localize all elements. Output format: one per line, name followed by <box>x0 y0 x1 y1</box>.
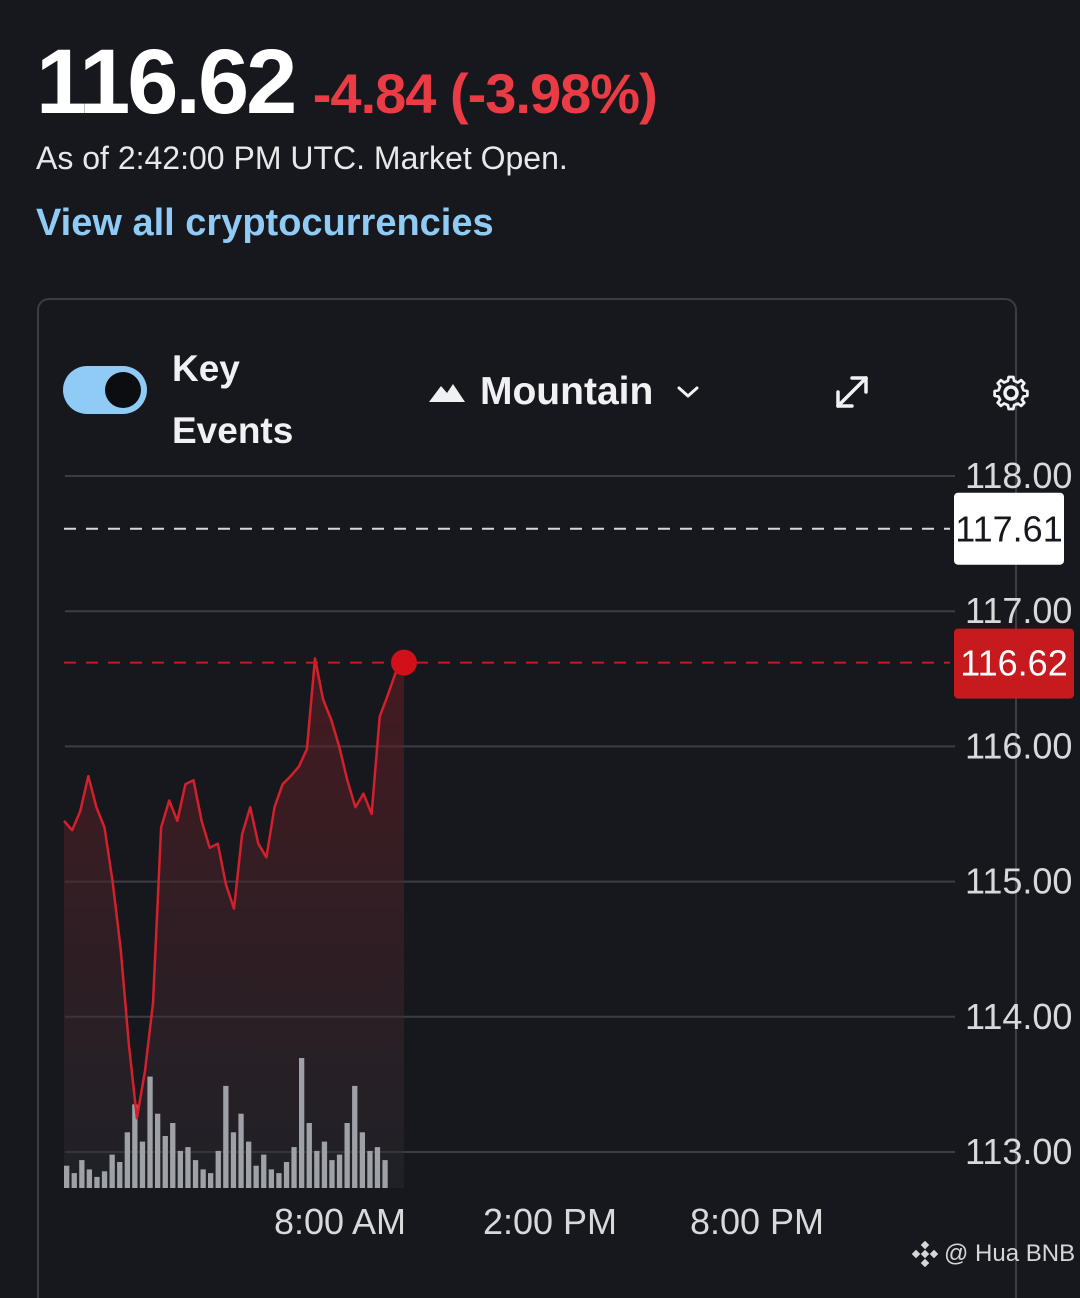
volume-bar <box>314 1150 320 1188</box>
gear-icon[interactable] <box>990 372 1032 414</box>
x-tick-label: 2:00 PM <box>483 1201 617 1242</box>
volume-bar <box>94 1176 100 1188</box>
volume-bar <box>177 1150 183 1188</box>
volume-bar <box>283 1162 290 1188</box>
volume-bar <box>367 1150 373 1188</box>
volume-bar <box>79 1160 85 1188</box>
watermark-text: @ Hua BNB <box>944 1240 1076 1267</box>
previous-close-label: 117.61 <box>955 509 1062 550</box>
toggle-knob <box>105 372 141 408</box>
x-tick-label: 8:00 PM <box>690 1201 824 1242</box>
volume-bar <box>170 1123 176 1188</box>
chart-type-dropdown[interactable]: Mountain <box>428 366 701 418</box>
volume-bar <box>344 1123 350 1188</box>
volume-bar <box>374 1147 381 1188</box>
volume-bar <box>306 1123 312 1188</box>
volume-bar <box>230 1132 237 1188</box>
volume-bar <box>124 1132 130 1188</box>
volume-bar <box>200 1169 206 1188</box>
volume-bar <box>382 1160 388 1188</box>
volume-bar <box>162 1136 168 1188</box>
mountain-icon <box>429 384 465 402</box>
volume-bar <box>223 1085 229 1188</box>
volume-bar <box>117 1162 123 1188</box>
y-tick-label: 114.00 <box>965 996 1072 1037</box>
volume-bar <box>261 1154 267 1188</box>
volume-bar <box>359 1132 365 1188</box>
volume-bar <box>109 1154 115 1188</box>
watermark: @ Hua BNB <box>912 1240 1075 1268</box>
key-events-label: Key Events <box>172 338 372 462</box>
price-area-fill <box>64 658 404 1188</box>
y-tick-label: 113.00 <box>965 1131 1072 1172</box>
y-tick-label: 115.00 <box>965 861 1072 902</box>
volume-bar <box>139 1141 146 1188</box>
volume-bar <box>192 1160 199 1188</box>
binance-logo-icon <box>912 1241 938 1267</box>
price-change: -4.84 (-3.98%) <box>312 62 658 125</box>
volume-bar <box>246 1141 252 1188</box>
y-tick-label: 116.00 <box>965 725 1072 766</box>
quote-header: 116.62 -4.84 (-3.98%) <box>36 30 658 133</box>
key-events-label-line2: Events <box>172 410 294 451</box>
volume-bar <box>238 1113 244 1188</box>
volume-bar <box>71 1173 77 1188</box>
volume-bar <box>276 1173 282 1188</box>
x-axis-ticks: 8:00 AM 2:00 PM 8:00 PM <box>274 1201 824 1242</box>
y-tick-label: 117.00 <box>965 590 1072 631</box>
expand-icon[interactable] <box>832 372 872 412</box>
volume-bar <box>132 1104 138 1188</box>
volume-bar <box>64 1165 70 1188</box>
volume-bar <box>336 1154 343 1188</box>
chart-card <box>37 298 1017 1298</box>
volume-bars <box>64 1058 388 1188</box>
volume-bar <box>208 1173 214 1188</box>
x-tick-label: 8:00 AM <box>274 1201 406 1242</box>
volume-bar <box>147 1076 153 1188</box>
volume-bar <box>299 1058 305 1188</box>
volume-bar <box>268 1169 274 1188</box>
current-price-dot <box>391 649 417 676</box>
volume-bar <box>215 1150 221 1188</box>
volume-bar <box>329 1160 335 1188</box>
volume-bar <box>352 1085 358 1188</box>
volume-bar <box>253 1165 259 1188</box>
volume-bar <box>321 1141 328 1188</box>
view-all-cryptocurrencies-link[interactable]: View all cryptocurrencies <box>36 202 494 244</box>
chevron-down-icon <box>677 386 699 398</box>
volume-bar <box>291 1147 297 1188</box>
key-events-label-line1: Key <box>172 348 240 389</box>
current-price-tag <box>954 628 1074 699</box>
volume-bar <box>101 1171 108 1188</box>
current-price-label: 116.62 <box>960 643 1067 684</box>
price-line <box>63 657 405 1120</box>
price-area <box>64 658 404 1188</box>
previous-close-tag <box>954 492 1064 565</box>
volume-bar <box>86 1169 92 1188</box>
y-tick-label: 118.00 <box>965 455 1072 496</box>
reference-lines: 117.61 116.62 <box>64 492 1074 699</box>
y-axis-ticks: 118.00 117.00 116.00 115.00 114.00 113.00 <box>965 455 1072 1172</box>
volume-bar <box>185 1147 191 1188</box>
chart-type-label: Mountain <box>480 370 654 413</box>
key-events-toggle[interactable] <box>63 366 147 414</box>
volume-bar <box>155 1113 161 1188</box>
as-of-timestamp: As of 2:42:00 PM UTC. Market Open. <box>36 140 568 176</box>
current-price: 116.62 <box>36 31 297 133</box>
price-line-layer <box>63 657 405 1120</box>
